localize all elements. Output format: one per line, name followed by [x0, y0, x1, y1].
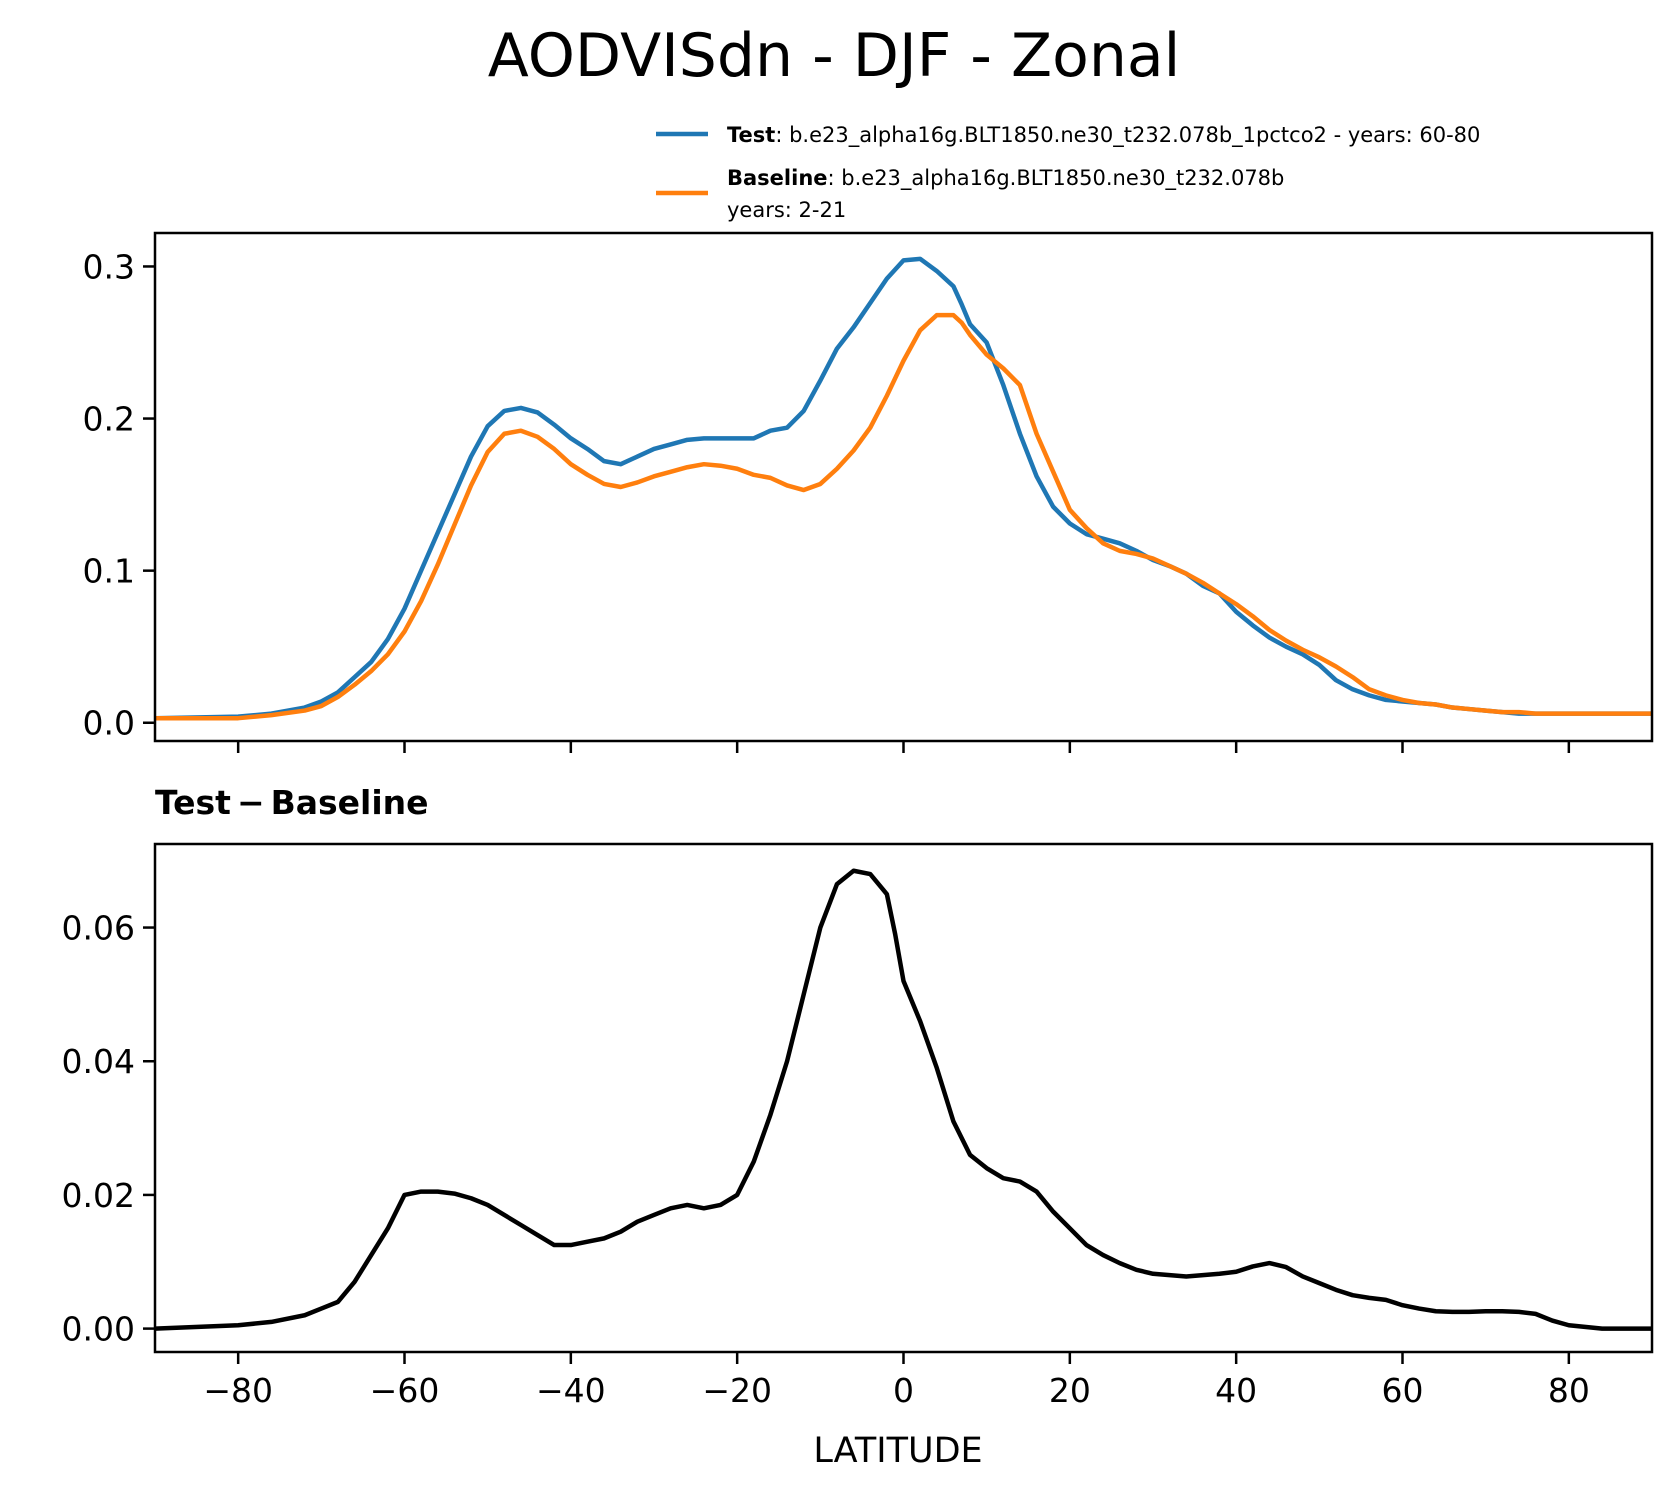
legend-label-baseline-text: : b.e23_alpha16g.BLT1850.ne30_t232.078b — [828, 166, 1285, 191]
panel-title-test: Test — [155, 783, 231, 822]
x-tick-label: 80 — [1548, 1371, 1590, 1410]
y-tick-label-top: 0.0 — [83, 704, 135, 743]
series-line-test — [155, 256, 1652, 721]
panel-title-difference: Test − Baseline — [155, 783, 429, 822]
x-tick-label: 0 — [893, 1371, 914, 1410]
y-tick-label-bottom: 0.04 — [62, 1042, 135, 1081]
y-tick-label-bottom: 0.02 — [62, 1176, 135, 1215]
y-tick-label-top: 0.2 — [83, 400, 135, 439]
chart-suptitle: AODVISdn - DJF - Zonal — [488, 21, 1181, 91]
y-tick-label-bottom: 0.06 — [62, 909, 135, 948]
series-line-baseline — [155, 312, 1652, 721]
x-tick-label: 40 — [1215, 1371, 1257, 1410]
legend: Test: b.e23_alpha16g.BLT1850.ne30_t232.0… — [656, 123, 1480, 222]
x-axis-label: LATITUDE — [813, 1431, 982, 1471]
legend-label-test: Test: b.e23_alpha16g.BLT1850.ne30_t232.0… — [727, 123, 1480, 148]
panel-title-minus: − — [237, 783, 265, 822]
x-tick-label: −60 — [370, 1371, 440, 1410]
legend-label-baseline-years: years: 2-21 — [727, 198, 846, 222]
legend-label-test-name: Test — [727, 123, 775, 147]
series-line-test-baseline — [155, 868, 1652, 1331]
panel-bottom-difference: 0.00 0.02 0.04 0.06 −80 −60 −40 −20 0 20 40 60 80 — [62, 842, 1654, 1410]
y-tick-label-top: 0.3 — [83, 247, 135, 286]
legend-entry-test: Test: b.e23_alpha16g.BLT1850.ne30_t232.0… — [656, 123, 1480, 148]
series-group-top — [155, 256, 1652, 721]
x-tick-label: 20 — [1049, 1371, 1091, 1410]
legend-label-baseline-name: Baseline — [727, 166, 828, 190]
x-tick-label: 60 — [1382, 1371, 1424, 1410]
panel-title-baseline: Baseline — [271, 783, 429, 822]
series-group-bottom — [155, 868, 1652, 1331]
legend-entry-baseline: Baseline: b.e23_alpha16g.BLT1850.ne30_t2… — [656, 166, 1284, 222]
legend-label-test-text: : b.e23_alpha16g.BLT1850.ne30_t232.078b_… — [775, 123, 1480, 148]
x-tick-label: −80 — [203, 1371, 273, 1410]
y-tick-label-top: 0.1 — [83, 552, 135, 591]
x-tick-label: −20 — [702, 1371, 772, 1410]
x-tick-label: −40 — [536, 1371, 606, 1410]
legend-label-baseline: Baseline: b.e23_alpha16g.BLT1850.ne30_t2… — [727, 166, 1284, 191]
panel-top-zonal-mean: 0.0 0.1 0.2 0.3 — [83, 231, 1654, 753]
y-tick-label-bottom: 0.00 — [62, 1310, 135, 1349]
